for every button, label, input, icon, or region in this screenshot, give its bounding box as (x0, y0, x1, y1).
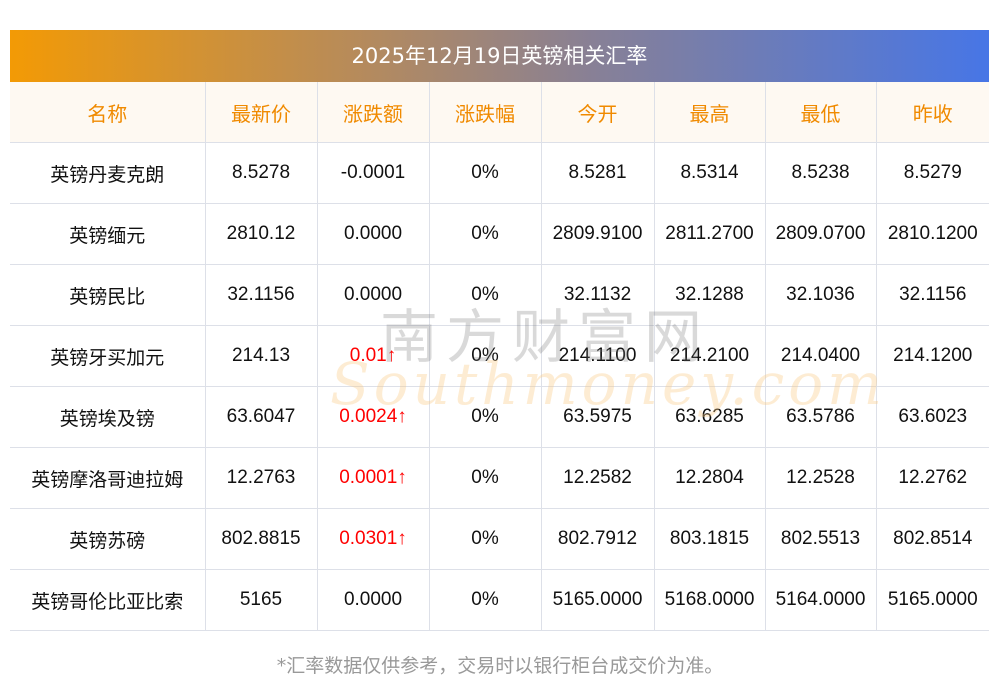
cell-5: 63.6285 (653, 386, 765, 448)
cell-7: 2810.1200 (875, 203, 989, 265)
table-row: 英镑摩洛哥迪拉姆 12.2763 0.0001↑ 0% 12.2582 12.2804 12… (10, 447, 989, 509)
cell-1: 12.2763 (204, 447, 317, 509)
cell-3: 0% (428, 447, 541, 509)
currency-name: 英镑民比 (10, 264, 205, 326)
cell-2: 0.0301↑ (316, 508, 429, 570)
cell-3: 0% (428, 325, 541, 387)
cell-2: 0.0000 (316, 203, 429, 265)
cell-3: 0% (428, 386, 541, 448)
cell-6: 32.1036 (764, 264, 876, 326)
cell-7: 32.1156 (875, 264, 989, 326)
table-row: 英镑苏磅 802.8815 0.0301↑ 0% 802.7912 803.1815 802… (10, 508, 989, 570)
cell-6: 63.5786 (764, 386, 876, 448)
cell-4: 214.1100 (540, 325, 654, 387)
cell-1: 214.13 (204, 325, 317, 387)
table-row: 英镑丹麦克朗 8.5278 -0.0001 0% 8.5281 8.5314 8.5238 8… (10, 142, 989, 204)
cell-5: 32.1288 (653, 264, 765, 326)
column-header: 涨跌额 (316, 82, 429, 143)
column-header: 最低 (764, 82, 876, 143)
cell-2: 0.0000 (316, 569, 429, 631)
table-row: 英镑牙买加元 214.13 0.01↑ 0% 214.1100 214.2100 214.0… (10, 325, 989, 387)
column-header: 最高 (653, 82, 765, 143)
column-header: 名称 (10, 82, 205, 143)
cell-6: 2809.0700 (764, 203, 876, 265)
column-header: 涨跌幅 (428, 82, 541, 143)
cell-5: 12.2804 (653, 447, 765, 509)
cell-4: 12.2582 (540, 447, 654, 509)
cell-2: -0.0001 (316, 142, 429, 204)
column-header: 昨收 (875, 82, 989, 143)
cell-4: 2809.9100 (540, 203, 654, 265)
cell-6: 8.5238 (764, 142, 876, 204)
column-header: 今开 (540, 82, 654, 143)
cell-3: 0% (428, 569, 541, 631)
cell-2: 0.01↑ (316, 325, 429, 387)
currency-name: 英镑牙买加元 (10, 325, 205, 387)
table-row: 英镑缅元 2810.12 0.0000 0% 2809.9100 2811.2700 280… (10, 203, 989, 265)
header-row: 名称 最新价 涨跌额 涨跌幅 今开 最高 最低 昨收 (10, 82, 989, 143)
cell-2: 0.0000 (316, 264, 429, 326)
cell-7: 214.1200 (875, 325, 989, 387)
currency-name: 英镑哥伦比亚比索 (10, 569, 205, 631)
cell-4: 63.5975 (540, 386, 654, 448)
cell-5: 803.1815 (653, 508, 765, 570)
currency-name: 英镑摩洛哥迪拉姆 (10, 447, 205, 509)
table-row: 英镑民比 32.1156 0.0000 0% 32.1132 32.1288 32.1036… (10, 264, 989, 326)
table-title: 2025年12月19日英镑相关汇率 (10, 30, 989, 82)
currency-name: 英镑缅元 (10, 203, 205, 265)
cell-1: 32.1156 (204, 264, 317, 326)
cell-7: 5165.0000 (875, 569, 989, 631)
cell-4: 32.1132 (540, 264, 654, 326)
cell-1: 2810.12 (204, 203, 317, 265)
cell-6: 214.0400 (764, 325, 876, 387)
exchange-rate-table: 名称 最新价 涨跌额 涨跌幅 今开 最高 最低 昨收 英镑丹麦克朗 8.5278 -0.0001 0… (10, 82, 989, 631)
currency-name: 英镑丹麦克朗 (10, 142, 205, 204)
cell-6: 5164.0000 (764, 569, 876, 631)
cell-3: 0% (428, 508, 541, 570)
cell-2: 0.0001↑ (316, 447, 429, 509)
cell-4: 8.5281 (540, 142, 654, 204)
cell-1: 802.8815 (204, 508, 317, 570)
cell-6: 802.5513 (764, 508, 876, 570)
cell-5: 8.5314 (653, 142, 765, 204)
cell-5: 2811.2700 (653, 203, 765, 265)
column-header: 最新价 (204, 82, 317, 143)
cell-2: 0.0024↑ (316, 386, 429, 448)
currency-name: 英镑苏磅 (10, 508, 205, 570)
currency-name: 英镑埃及镑 (10, 386, 205, 448)
table-row: 英镑埃及镑 63.6047 0.0024↑ 0% 63.5975 63.6285 63.57… (10, 386, 989, 448)
table-row: 英镑哥伦比亚比索 5165 0.0000 0% 5165.0000 5168.0000 51… (10, 569, 989, 631)
cell-1: 63.6047 (204, 386, 317, 448)
cell-1: 8.5278 (204, 142, 317, 204)
cell-5: 214.2100 (653, 325, 765, 387)
cell-3: 0% (428, 203, 541, 265)
cell-6: 12.2528 (764, 447, 876, 509)
cell-7: 12.2762 (875, 447, 989, 509)
cell-3: 0% (428, 264, 541, 326)
cell-4: 5165.0000 (540, 569, 654, 631)
cell-7: 8.5279 (875, 142, 989, 204)
cell-1: 5165 (204, 569, 317, 631)
footnote: *汇率数据仅供参考，交易时以银行柜台成交价为准。 (276, 655, 724, 677)
cell-4: 802.7912 (540, 508, 654, 570)
cell-7: 63.6023 (875, 386, 989, 448)
cell-3: 0% (428, 142, 541, 204)
cell-7: 802.8514 (875, 508, 989, 570)
cell-5: 5168.0000 (653, 569, 765, 631)
